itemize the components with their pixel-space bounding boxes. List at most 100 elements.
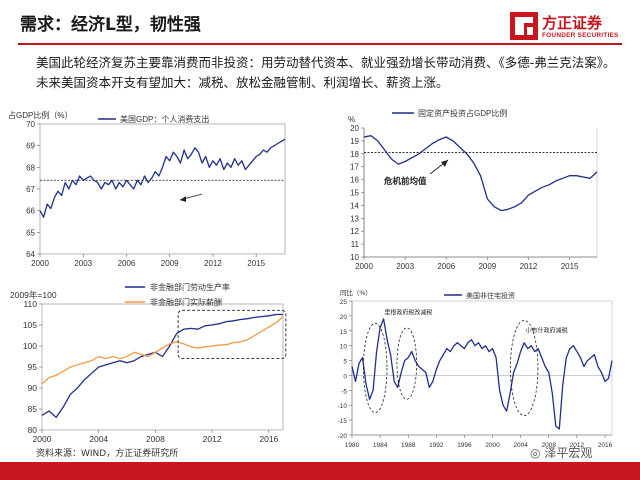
- legend-label: 固定资产投资占GDP比例: [418, 108, 507, 118]
- series-line-1: [41, 313, 283, 419]
- y-tick-label: 70: [26, 120, 35, 129]
- chart-investment: 10 11 12 13 14 15 16 17 18 19 20 2000 2003 2006 2009 20…: [322, 108, 622, 273]
- y-tick-label: 110: [23, 299, 37, 309]
- highlight-ellipse-1: [362, 322, 388, 414]
- y-tick-label: 100: [23, 341, 37, 351]
- chart-productivity-svg: 80 85 90 95 100 105 110 2000 2004 2008 2012 2016 200…: [10, 282, 287, 444]
- y-tick-label: 20: [340, 314, 348, 321]
- x-tick-label: 2015: [561, 262, 579, 271]
- series-line-1: [351, 318, 613, 430]
- y-tick-label: 13: [350, 214, 359, 223]
- y-tick-label: 10: [350, 253, 359, 262]
- y-tick-label: 14: [350, 201, 359, 210]
- y-tick-label: 90: [28, 383, 38, 393]
- y-tick-label: 17: [350, 163, 359, 172]
- x-tick-label: 2006: [118, 259, 136, 268]
- y-axis-title: 2009年=100: [10, 290, 57, 300]
- x-tick-label: 2006: [437, 262, 455, 271]
- annotation-arrow-head: [441, 160, 448, 167]
- annotation-arrow-head: [180, 196, 186, 202]
- y-tick-label: 105: [23, 320, 37, 330]
- x-tick-label: 2000: [31, 259, 49, 268]
- plot-area: 10 11 12 13 14 15 16 17 18 19 20 2000 2003 2006 2009 20…: [348, 108, 598, 271]
- x-tick-label: 1980: [345, 442, 360, 449]
- x-tick-label: 2009: [161, 259, 179, 268]
- y-tick-label: 15: [350, 189, 359, 198]
- brand-logo: 方正证券 FOUNDER SECURITIES: [510, 10, 630, 44]
- annotation-label-2: 小布什政府减税: [526, 326, 568, 334]
- y-tick-label: 16: [350, 176, 359, 185]
- page-title: 需求：经济L型，韧性强: [20, 15, 201, 35]
- y-axis-title: 占GDP比例（%）: [8, 110, 72, 120]
- y-tick-label: 65: [26, 228, 35, 237]
- highlight-box: [177, 309, 287, 360]
- chart-consumption-svg: 64 65 66 67 68 69 70 2000 2003 2006 2009 2012 2015 占G…: [8, 110, 286, 268]
- y-tick-label: -10: [338, 403, 348, 410]
- y-tick-label: 95: [28, 362, 38, 372]
- y-tick-label: 67: [26, 185, 35, 194]
- x-tick-label: 2000: [33, 434, 52, 444]
- x-tick-label: 1984: [373, 442, 388, 449]
- y-tick-label: 15: [340, 329, 348, 336]
- x-tick-label: 2012: [203, 434, 222, 444]
- plot-area: 64 65 66 67 68 69 70 2000 2003 2006 2009 2012 2015 占G…: [8, 110, 286, 268]
- series-line-1: [39, 138, 286, 218]
- title-divider: [18, 43, 622, 45]
- chart-investment-svg: 10 11 12 13 14 15 16 17 18 19 20 2000 2003 2006 2009 20…: [348, 108, 598, 271]
- y-tick-label: 10: [340, 344, 348, 351]
- wechat-watermark: ◎ 泽平宏观: [530, 444, 592, 461]
- y-axis-title: %: [348, 115, 355, 124]
- plot-frame: [39, 123, 286, 255]
- y-tick-label: 18: [350, 150, 359, 159]
- y-tick-label: 64: [26, 250, 35, 259]
- annotation-label: 危机前均值: [383, 176, 427, 186]
- y-axis-title: 同比（%）: [340, 288, 372, 297]
- x-tick-label: 2003: [396, 262, 414, 271]
- x-tick-label: 2012: [520, 262, 538, 271]
- x-tick-label: 2008: [146, 434, 165, 444]
- logo-text-cn: 方正证券: [542, 14, 603, 32]
- y-tick-label: -15: [338, 418, 348, 425]
- chart-consumption: 64 65 66 67 68 69 70 2000 2003 2006 2009 2012 2015 占G…: [0, 108, 300, 268]
- x-tick-label: 2008: [542, 442, 557, 449]
- x-tick-label: 2003: [74, 259, 92, 268]
- x-tick-label: 2016: [598, 442, 613, 449]
- highlight-ellipse-3: [509, 319, 539, 417]
- x-tick-label: 2012: [570, 442, 585, 449]
- chart-nonresidential: -20 -15 -10 -5 0 5 10 15 20 25 1980 1984 1988 1992 199…: [322, 285, 622, 449]
- logo-text-en: FOUNDER SECURITIES: [542, 32, 619, 39]
- y-tick-label: 25: [340, 299, 348, 306]
- highlight-ellipse-2: [396, 327, 418, 400]
- legend-label: 美国GDP：个人消费支出: [120, 114, 209, 124]
- y-tick-label: -20: [338, 433, 348, 440]
- plot-area: -20 -15 -10 -5 0 5 10 15 20 25 1980 1984 1988 1992 199…: [338, 288, 613, 449]
- source-note: 资料来源：WIND，方正证券研究所: [36, 449, 179, 459]
- y-tick-label: 11: [351, 240, 360, 249]
- y-tick-label: 19: [350, 137, 359, 146]
- x-tick-label: 2016: [259, 434, 278, 444]
- y-tick-label: 12: [350, 227, 359, 236]
- legend-label-1: 非金融部门劳动生产率: [150, 282, 230, 292]
- x-tick-label: 2009: [478, 262, 496, 271]
- y-tick-label: 80: [28, 425, 38, 435]
- series-line-2: [41, 316, 284, 385]
- x-tick-label: 2004: [89, 434, 108, 444]
- wechat-icon: ◎: [530, 446, 541, 460]
- plot-frame: [41, 303, 284, 431]
- plot-area: 80 85 90 95 100 105 110 2000 2004 2008 2012 2016 200…: [10, 282, 287, 444]
- y-tick-label: -5: [341, 388, 347, 395]
- x-tick-label: 1996: [457, 442, 472, 449]
- footer-bar: [0, 462, 640, 480]
- y-tick-label: 85: [28, 404, 38, 414]
- founder-logo-icon: [510, 12, 538, 40]
- legend-label: 美国非住宅投资: [466, 291, 515, 300]
- chart-nonresidential-svg: -20 -15 -10 -5 0 5 10 15 20 25 1980 1984 1988 1992 199…: [338, 288, 613, 449]
- y-tick-label: 0: [343, 373, 347, 380]
- legend-label-2: 非金融部门实际薪酬: [150, 297, 222, 307]
- x-tick-label: 2000: [355, 262, 373, 271]
- x-tick-label: 1988: [401, 442, 416, 449]
- y-tick-label: 66: [26, 207, 35, 216]
- x-tick-label: 2012: [204, 259, 222, 268]
- x-tick-label: 2015: [247, 259, 265, 268]
